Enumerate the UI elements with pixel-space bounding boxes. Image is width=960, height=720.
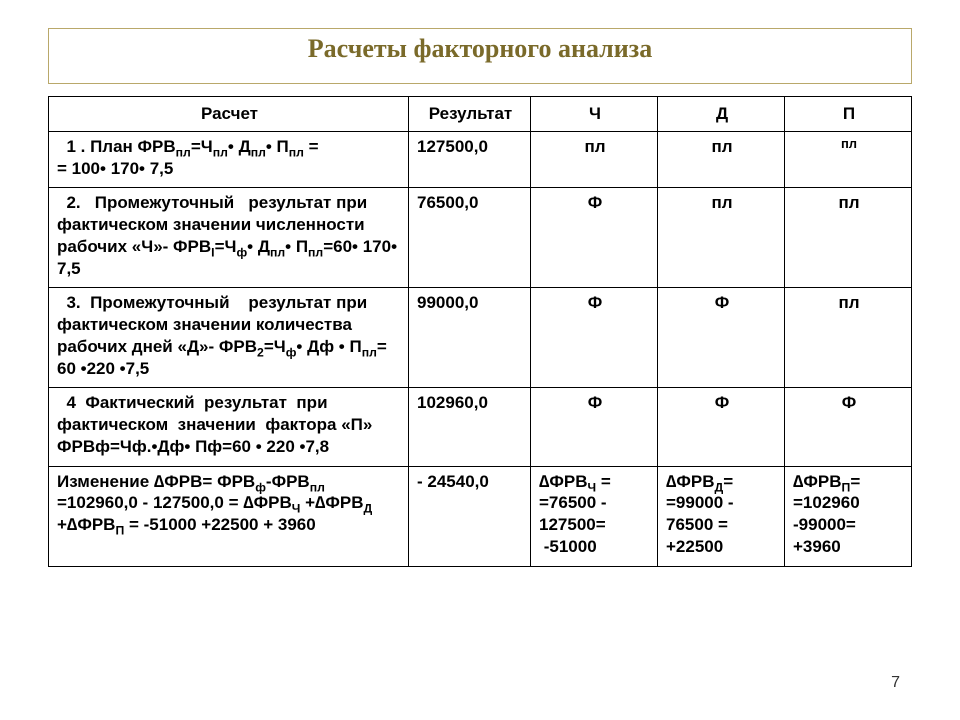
table-row: 3. Промежуточный результат при фактическ…: [49, 288, 912, 388]
table-row: 2. Промежуточный результат при фактическ…: [49, 188, 912, 288]
header-result: Результат: [409, 97, 531, 132]
cell-p: пл: [785, 131, 912, 188]
table-head: Расчет Результат Ч Д П: [49, 97, 912, 132]
cell-d: пл: [658, 131, 785, 188]
cell-calc: Изменение ∆ФРВ= ФРВф-ФРВпл =102960,0 - 1…: [49, 466, 409, 566]
header-ch: Ч: [531, 97, 658, 132]
header-row: Расчет Результат Ч Д П: [49, 97, 912, 132]
cell-d: пл: [658, 188, 785, 288]
cell-result: 99000,0: [409, 288, 531, 388]
cell-calc: 3. Промежуточный результат при фактическ…: [49, 288, 409, 388]
cell-p: пл: [785, 188, 912, 288]
cell-ch: ∆ФРВЧ = =76500 - 127500= -51000: [531, 466, 658, 566]
table-row: Изменение ∆ФРВ= ФРВф-ФРВпл =102960,0 - 1…: [49, 466, 912, 566]
slide-title: Расчеты факторного анализа: [0, 34, 960, 64]
header-p: П: [785, 97, 912, 132]
cell-result: - 24540,0: [409, 466, 531, 566]
cell-calc: 2. Промежуточный результат при фактическ…: [49, 188, 409, 288]
cell-result: 102960,0: [409, 388, 531, 466]
cell-p: ∆ФРВП= =102960 -99000= +3960: [785, 466, 912, 566]
cell-calc: 1 . План ФРВпл=Чпл• Дпл• Ппл == 100• 170…: [49, 131, 409, 188]
cell-calc: 4 Фактический результат при фактическом …: [49, 388, 409, 466]
slide: Расчеты факторного анализа Расчет Резуль…: [0, 0, 960, 720]
cell-ch: Ф: [531, 288, 658, 388]
cell-result: 76500,0: [409, 188, 531, 288]
cell-ch: Ф: [531, 388, 658, 466]
cell-p: пл: [785, 288, 912, 388]
header-d: Д: [658, 97, 785, 132]
table-row: 4 Фактический результат при фактическом …: [49, 388, 912, 466]
table-body: 1 . План ФРВпл=Чпл• Дпл• Ппл == 100• 170…: [49, 131, 912, 566]
cell-ch: Ф: [531, 188, 658, 288]
table-wrapper: Расчет Результат Ч Д П 1 . План ФРВпл=Чп…: [48, 96, 912, 567]
cell-d: Ф: [658, 388, 785, 466]
cell-d: Ф: [658, 288, 785, 388]
cell-ch: пл: [531, 131, 658, 188]
cell-d: ∆ФРВД= =99000 - 76500 = +22500: [658, 466, 785, 566]
factor-analysis-table: Расчет Результат Ч Д П 1 . План ФРВпл=Чп…: [48, 96, 912, 567]
table-row: 1 . План ФРВпл=Чпл• Дпл• Ппл == 100• 170…: [49, 131, 912, 188]
cell-result: 127500,0: [409, 131, 531, 188]
page-number: 7: [891, 674, 900, 692]
header-calc: Расчет: [49, 97, 409, 132]
cell-p: Ф: [785, 388, 912, 466]
